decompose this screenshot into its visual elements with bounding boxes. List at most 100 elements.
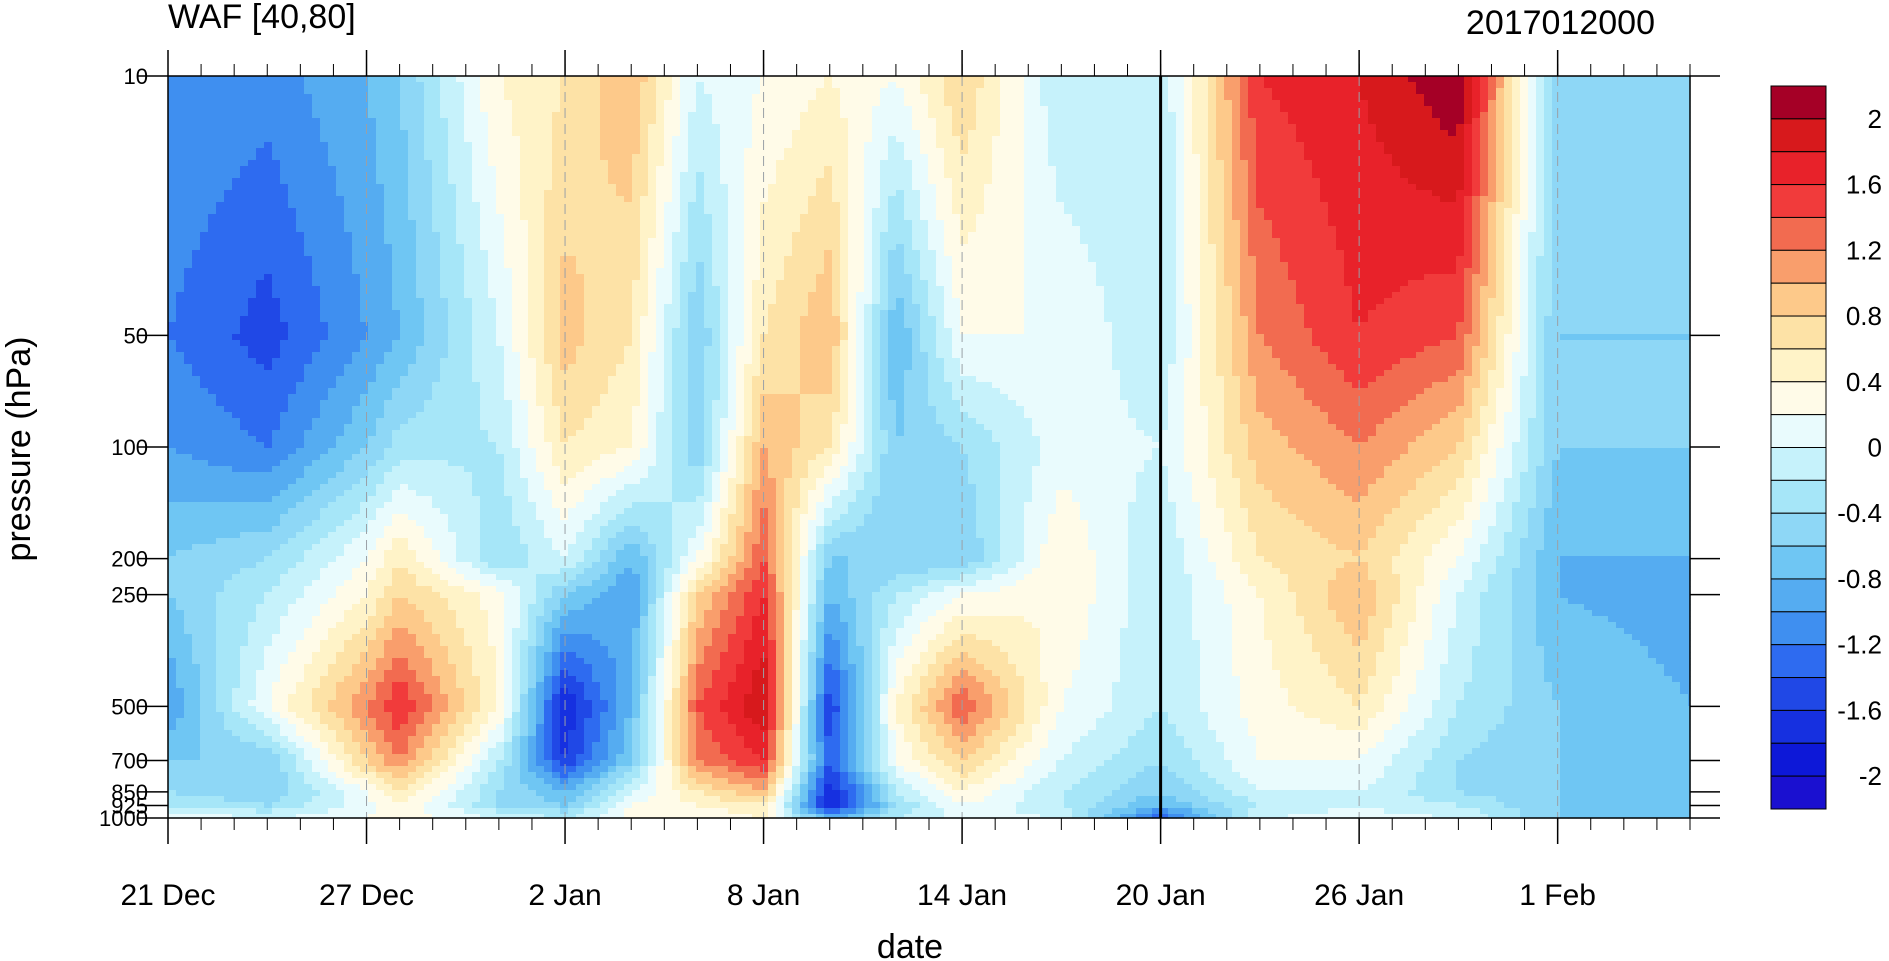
field-cell bbox=[192, 226, 201, 233]
field-cell bbox=[384, 508, 393, 515]
field-cell bbox=[448, 178, 457, 185]
field-cell bbox=[408, 208, 417, 215]
field-cell bbox=[208, 454, 217, 461]
field-cell bbox=[176, 496, 185, 503]
field-cell bbox=[264, 748, 273, 755]
field-cell bbox=[320, 544, 329, 551]
field-cell bbox=[344, 742, 353, 749]
field-cell bbox=[448, 382, 457, 389]
field-cell bbox=[176, 682, 185, 689]
field-cell bbox=[376, 424, 385, 431]
field-cell bbox=[296, 550, 305, 557]
field-cell bbox=[440, 640, 449, 647]
field-cell bbox=[432, 310, 441, 317]
field-cell bbox=[200, 736, 209, 743]
field-cell bbox=[264, 622, 273, 629]
field-cell bbox=[368, 544, 377, 551]
field-cell bbox=[328, 142, 337, 149]
field-cell bbox=[232, 376, 241, 383]
field-cell bbox=[480, 352, 489, 359]
field-cell bbox=[312, 130, 321, 137]
field-cell bbox=[352, 478, 361, 485]
field-cell bbox=[392, 112, 401, 119]
field-cell bbox=[200, 688, 209, 695]
field-cell bbox=[272, 784, 281, 791]
field-cell bbox=[384, 730, 393, 737]
field-cell bbox=[408, 280, 417, 287]
field-cell bbox=[320, 76, 329, 83]
field-cell bbox=[448, 430, 457, 437]
field-cell bbox=[392, 154, 401, 161]
field-cell bbox=[456, 754, 465, 761]
field-cell bbox=[344, 604, 353, 611]
field-cell bbox=[208, 490, 217, 497]
field-cell bbox=[176, 586, 185, 593]
field-cell bbox=[192, 310, 201, 317]
field-cell bbox=[456, 640, 465, 647]
field-cell bbox=[288, 748, 297, 755]
field-cell bbox=[416, 352, 425, 359]
field-cell bbox=[200, 352, 209, 359]
field-cell bbox=[208, 322, 217, 329]
field-cell bbox=[392, 148, 401, 155]
field-cell bbox=[248, 178, 257, 185]
field-cell bbox=[360, 400, 369, 407]
field-cell bbox=[240, 394, 249, 401]
field-cell bbox=[480, 568, 489, 575]
field-cell bbox=[232, 328, 241, 335]
field-cell bbox=[456, 388, 465, 395]
field-cell bbox=[336, 544, 345, 551]
field-cell bbox=[336, 772, 345, 779]
field-cell bbox=[400, 808, 409, 815]
field-cell bbox=[272, 520, 281, 527]
field-cell bbox=[224, 76, 233, 83]
field-cell bbox=[472, 382, 481, 389]
field-cell bbox=[488, 232, 497, 239]
field-cell bbox=[400, 742, 409, 749]
field-cell bbox=[192, 790, 201, 797]
field-cell bbox=[368, 772, 377, 779]
field-cell bbox=[216, 640, 225, 647]
field-cell bbox=[192, 328, 201, 335]
field-cell bbox=[192, 784, 201, 791]
field-cell bbox=[272, 538, 281, 545]
field-cell bbox=[216, 286, 225, 293]
field-cell bbox=[272, 682, 281, 689]
field-cell bbox=[328, 634, 337, 641]
field-cell bbox=[240, 286, 249, 293]
field-cell bbox=[256, 226, 265, 233]
field-cell bbox=[352, 214, 361, 221]
field-cell bbox=[184, 736, 193, 743]
field-cell bbox=[336, 466, 345, 473]
field-cell bbox=[344, 328, 353, 335]
field-cell bbox=[296, 232, 305, 239]
field-cell bbox=[232, 550, 241, 557]
field-cell bbox=[424, 754, 433, 761]
field-cell bbox=[232, 568, 241, 575]
field-cell bbox=[400, 136, 409, 143]
field-cell bbox=[448, 460, 457, 467]
field-cell bbox=[240, 232, 249, 239]
field-cell bbox=[288, 772, 297, 779]
field-cell bbox=[408, 184, 417, 191]
field-cell bbox=[264, 580, 273, 587]
field-cell bbox=[208, 250, 217, 257]
field-cell bbox=[184, 262, 193, 269]
field-cell bbox=[432, 166, 441, 173]
field-cell bbox=[272, 808, 281, 815]
field-cell bbox=[184, 184, 193, 191]
field-cell bbox=[264, 400, 273, 407]
field-cell bbox=[224, 670, 233, 677]
field-cell bbox=[384, 166, 393, 173]
field-cell bbox=[248, 622, 257, 629]
field-cell bbox=[256, 334, 265, 341]
field-cell bbox=[448, 700, 457, 707]
field-cell bbox=[184, 580, 193, 587]
field-cell bbox=[208, 118, 217, 125]
field-cell bbox=[376, 160, 385, 167]
field-cell bbox=[192, 640, 201, 647]
field-cell bbox=[352, 508, 361, 515]
field-cell bbox=[256, 382, 265, 389]
field-cell bbox=[184, 394, 193, 401]
field-cell bbox=[352, 298, 361, 305]
